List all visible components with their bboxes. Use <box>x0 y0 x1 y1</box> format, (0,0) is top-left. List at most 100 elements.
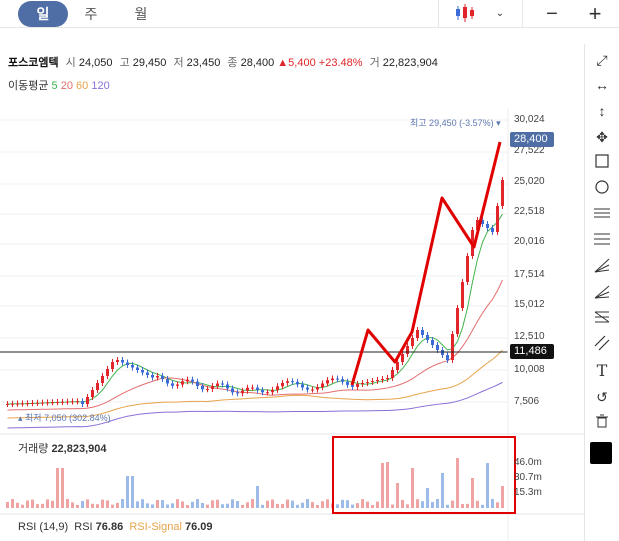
candle-body <box>11 403 14 405</box>
ma20-label: 20 <box>60 80 73 92</box>
candle-body <box>121 360 124 363</box>
candle-body <box>116 360 119 362</box>
candle-body <box>66 401 69 403</box>
volume-bar <box>156 499 159 508</box>
trash-icon[interactable] <box>591 413 613 433</box>
volume-bar <box>236 501 239 508</box>
candle-body <box>331 378 334 381</box>
volume-bar <box>456 458 459 508</box>
minus-icon[interactable]: − <box>546 3 558 25</box>
volume-bar <box>501 486 504 508</box>
candlestick-chart-type-icon[interactable] <box>452 3 478 25</box>
volume-bar <box>111 504 114 508</box>
volume-bar <box>161 500 164 508</box>
speed-fan-icon[interactable] <box>591 257 613 277</box>
parallel-lines-icon[interactable] <box>591 335 613 355</box>
volume-panel-label: 거래량 <box>18 443 49 455</box>
volume-bar <box>461 504 464 508</box>
candle-body <box>381 379 384 380</box>
candle-body <box>81 401 84 404</box>
diagonal-arrows-icon[interactable]: ⤢ <box>596 52 608 68</box>
candle-body <box>396 362 399 370</box>
circle-icon[interactable] <box>591 179 613 199</box>
change-value: ▲5,400 <box>277 57 316 69</box>
candle-body <box>131 365 134 368</box>
volume-bar <box>206 504 209 508</box>
volume-highlight-box <box>332 436 516 514</box>
volume-bar <box>341 499 344 508</box>
price-axis-label: 30,024 <box>514 114 545 125</box>
ma5-label: 5 <box>51 80 58 92</box>
candle-body <box>376 380 379 381</box>
rsi-legend: RSI (14,9) RSI 76.86 RSI-Signal 76.09 <box>18 521 213 533</box>
close-label: 종 <box>227 57 238 69</box>
volume-bar <box>106 500 109 508</box>
candle-body <box>31 403 34 404</box>
volume-bar <box>451 500 454 508</box>
rsi-signal-value: 76.09 <box>184 521 213 533</box>
candle-body <box>151 375 154 378</box>
candle-body <box>236 392 239 394</box>
candle-body <box>501 180 504 206</box>
volume-bar <box>221 504 224 508</box>
volume-bar <box>356 503 359 508</box>
rectangle-icon[interactable] <box>591 153 613 173</box>
ma60-label: 60 <box>76 80 89 92</box>
volume-bar <box>226 503 229 508</box>
volume-bar <box>256 486 259 508</box>
price-chart[interactable] <box>0 0 584 541</box>
volume-bar <box>481 504 484 508</box>
volume-bar <box>421 501 424 508</box>
horizontal-arrows-icon[interactable]: ↔ <box>595 77 609 93</box>
undo-icon[interactable]: ↺ <box>596 389 608 405</box>
fibonacci-retracement-icon[interactable] <box>591 205 613 225</box>
volume-axis-label: 15.3m <box>514 487 542 498</box>
color-swatch-icon[interactable] <box>590 442 612 464</box>
volume-bar <box>496 502 499 508</box>
volume-bar <box>191 501 194 508</box>
tab-daily[interactable]: 일 <box>18 1 68 27</box>
volume-bar <box>276 503 279 508</box>
candle-body <box>166 378 169 384</box>
candle-body <box>146 372 149 375</box>
volume-bar <box>216 499 219 508</box>
volume-label: 거 <box>369 57 380 69</box>
volume-bar <box>371 504 374 508</box>
candle-body <box>226 384 229 389</box>
candle-body <box>361 383 364 384</box>
vertical-arrows-icon[interactable]: ↕ <box>598 103 606 119</box>
price-axis-label: 27,522 <box>514 145 545 156</box>
volume-panel-title: 거래량 22,823,904 <box>18 440 107 456</box>
chevron-down-icon[interactable]: ⌄ <box>495 8 505 19</box>
volume-bar <box>381 463 384 508</box>
tab-monthly[interactable]: 월 <box>134 6 148 22</box>
candle-body <box>206 388 209 390</box>
volume-bar <box>346 500 349 508</box>
volume-bar <box>251 499 254 508</box>
low-marker: ▴ 최저 7,050 (302.84%) <box>18 413 111 423</box>
fibonacci-extension-icon[interactable] <box>591 231 613 251</box>
candle-body <box>101 376 104 383</box>
fibonacci-fan-icon[interactable] <box>591 283 613 303</box>
candle-body <box>191 379 194 382</box>
plus-icon[interactable]: + <box>588 1 602 26</box>
volume-bar <box>281 504 284 508</box>
tab-weekly[interactable]: 주 <box>84 6 98 22</box>
candle-body <box>426 335 429 340</box>
volume-bar <box>116 502 119 508</box>
candle-body <box>196 381 199 386</box>
volume-bar <box>396 483 399 508</box>
candle-body <box>491 228 494 232</box>
text-icon[interactable]: T <box>596 361 608 380</box>
volume-bar <box>246 502 249 508</box>
rsi-signal-label: RSI-Signal <box>129 521 182 533</box>
volume-bar <box>91 503 94 508</box>
candle-body <box>306 387 309 390</box>
candle-body <box>281 382 284 387</box>
volume-bar <box>366 501 369 508</box>
candle-body <box>46 402 49 404</box>
move-icon[interactable]: ✥ <box>596 129 608 145</box>
candle-body <box>91 390 94 397</box>
gann-fan-icon[interactable] <box>591 309 613 329</box>
candle-body <box>6 404 9 405</box>
